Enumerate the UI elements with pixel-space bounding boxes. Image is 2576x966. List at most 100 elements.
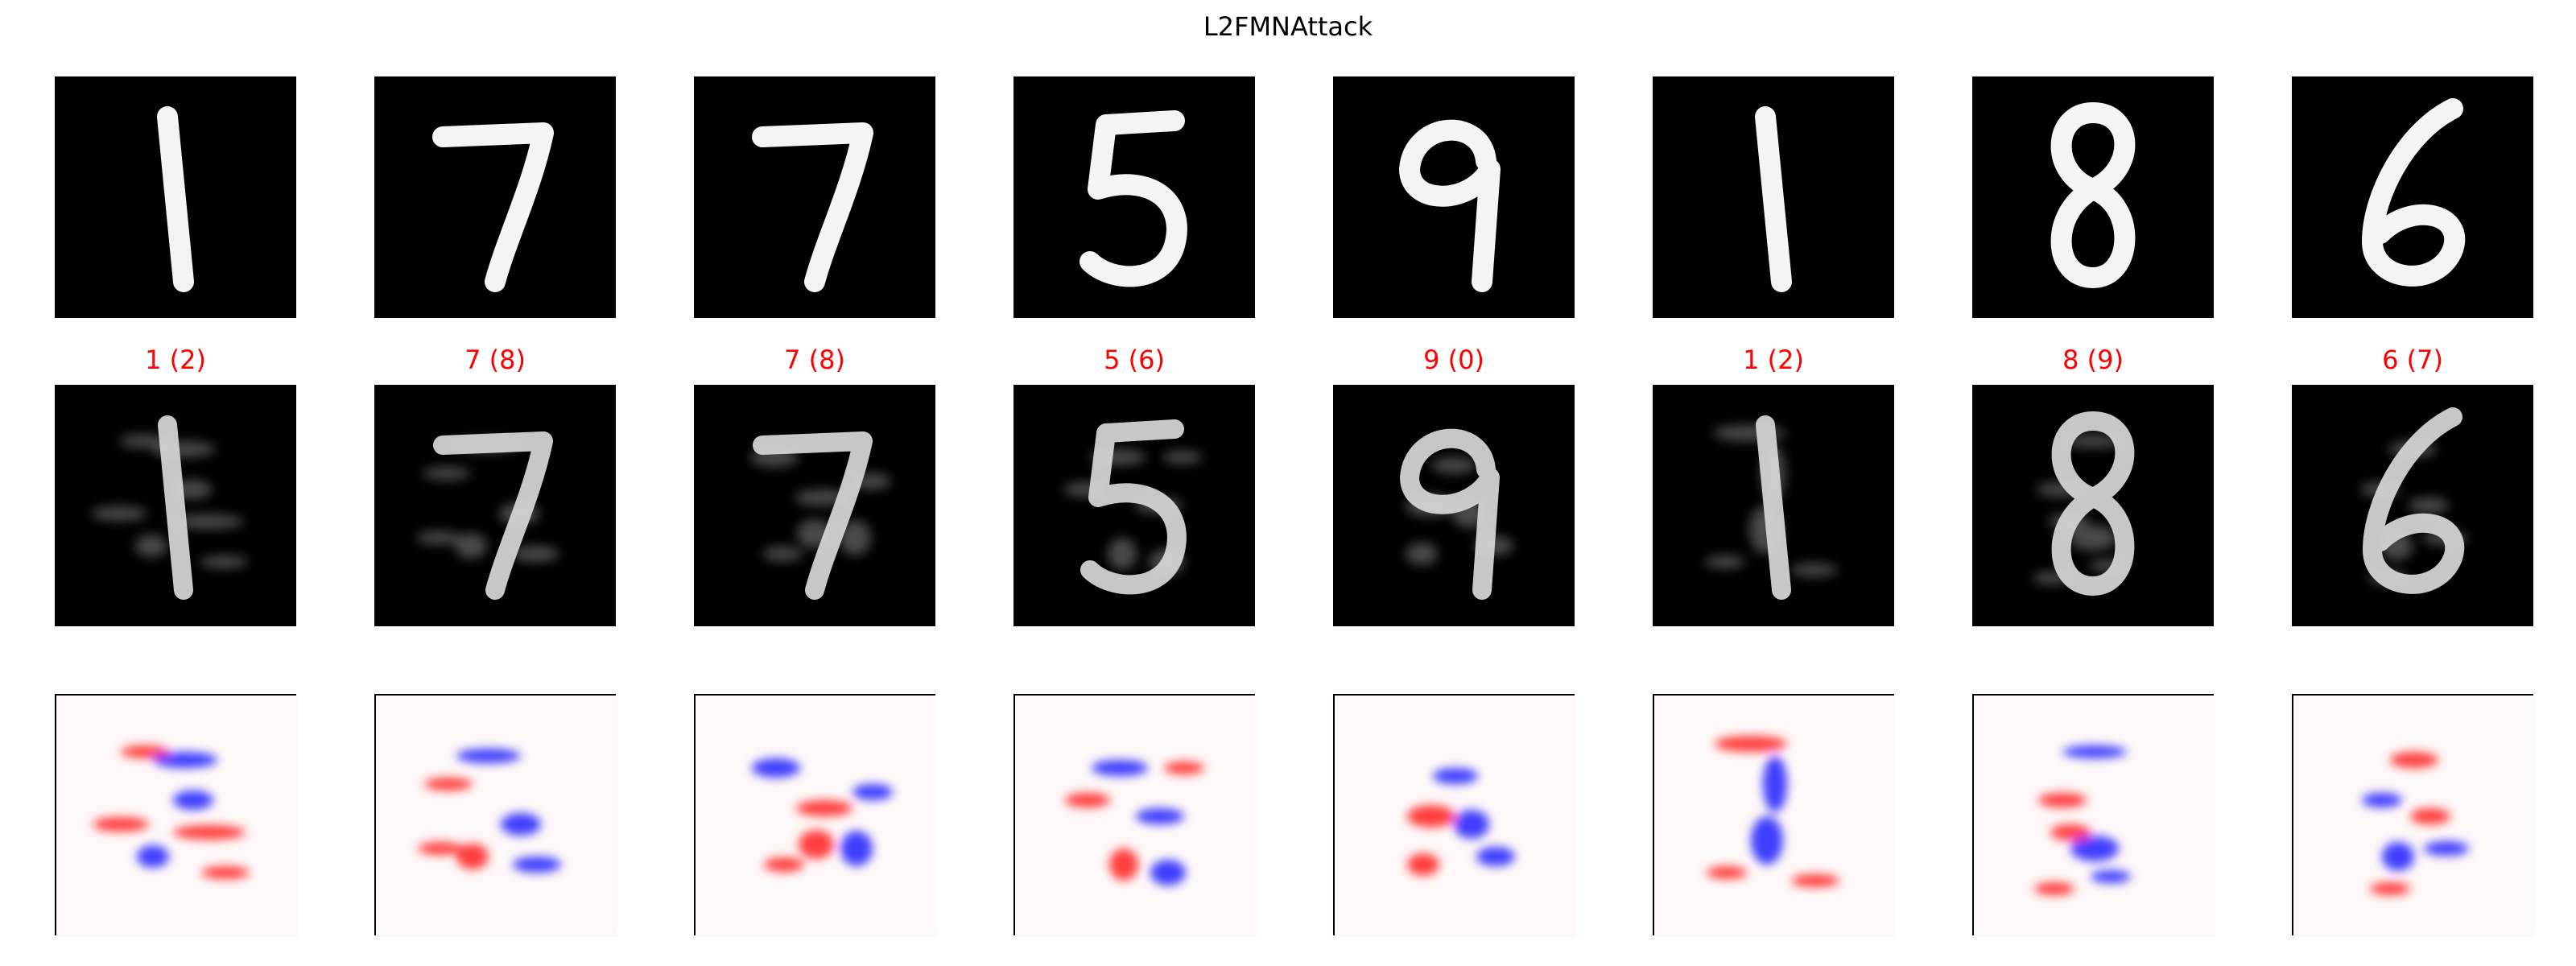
original-image — [1013, 76, 1255, 318]
positive-perturbation — [2390, 752, 2438, 768]
positive-perturbation — [424, 778, 473, 791]
positive-perturbation — [418, 842, 463, 855]
positive-perturbation — [1791, 874, 1839, 887]
positive-perturbation — [2050, 824, 2091, 840]
negative-perturbation — [1136, 808, 1184, 824]
digit-stroke — [2050, 102, 2136, 288]
negative-perturbation — [1454, 810, 1489, 839]
original-image — [374, 76, 616, 318]
positive-perturbation — [1109, 848, 1138, 881]
positive-perturbation — [121, 745, 169, 758]
negative-perturbation — [1751, 816, 1783, 865]
positive-perturbation — [1065, 793, 1110, 807]
figure-title: L2FMNAttack — [1203, 11, 1373, 42]
negative-perturbation — [1476, 847, 1515, 866]
positive-perturbation — [1164, 762, 1204, 774]
prediction-label: 7 (8) — [464, 345, 526, 375]
adversarial-image — [1333, 385, 1575, 626]
noise-blob — [511, 546, 559, 562]
positive-perturbation — [1715, 736, 1787, 752]
negative-perturbation — [513, 857, 561, 873]
negative-perturbation — [1092, 760, 1148, 776]
positive-perturbation — [2034, 882, 2074, 895]
negative-perturbation — [2070, 836, 2119, 861]
noise-blob — [455, 533, 487, 559]
adversarial-image — [55, 385, 296, 626]
noise-blob — [839, 520, 871, 555]
positive-perturbation — [2370, 882, 2410, 895]
prediction-label: 6 (7) — [2382, 345, 2443, 375]
negative-perturbation — [2091, 870, 2131, 883]
adversarial-image — [374, 385, 616, 626]
negative-perturbation — [456, 749, 521, 763]
positive-perturbation — [1407, 853, 1439, 876]
prediction-label: 1 (2) — [145, 345, 206, 375]
positive-perturbation — [1707, 866, 1747, 879]
original-image — [694, 76, 935, 318]
negative-perturbation — [2062, 745, 2127, 758]
prediction-label: 1 (2) — [1743, 345, 1804, 375]
positive-perturbation — [796, 800, 852, 816]
positive-perturbation — [799, 830, 834, 859]
noise-blob — [416, 531, 461, 544]
digit-stroke — [1756, 415, 1791, 600]
original-image — [1653, 76, 1894, 318]
prediction-label: 5 (6) — [1104, 345, 1165, 375]
positive-perturbation — [173, 825, 246, 840]
original-image — [55, 76, 296, 318]
noise-blob — [1162, 451, 1203, 464]
noise-blob — [1705, 555, 1745, 568]
negative-perturbation — [840, 831, 873, 866]
prediction-label: 8 (9) — [2062, 345, 2124, 375]
original-image — [1972, 76, 2214, 318]
positive-perturbation — [93, 817, 149, 832]
negative-perturbation — [1150, 860, 1186, 886]
positive-perturbation — [201, 866, 250, 879]
digit-stroke — [1755, 106, 1792, 292]
prediction-label: 7 (8) — [784, 345, 845, 375]
negative-perturbation — [2382, 842, 2414, 871]
noise-blob — [2061, 435, 2125, 448]
digit-stroke — [2051, 411, 2135, 596]
negative-perturbation — [752, 758, 800, 778]
perturbation-map — [694, 694, 937, 937]
negative-perturbation — [852, 784, 893, 800]
digit-stroke — [1080, 110, 1187, 287]
digit-stroke — [433, 431, 553, 600]
digit-stroke — [1400, 428, 1500, 600]
adversarial-image — [2292, 385, 2533, 626]
negative-perturbation — [1433, 768, 1478, 784]
noise-blob — [119, 435, 167, 448]
adversarial-image — [694, 385, 935, 626]
digit-stroke — [753, 431, 873, 600]
negative-perturbation — [173, 791, 213, 810]
digit-stroke — [158, 415, 193, 600]
original-image — [1333, 76, 1575, 318]
adversarial-image — [1972, 385, 2214, 626]
noise-blob — [762, 547, 803, 561]
digit-stroke — [2363, 407, 2465, 594]
perturbation-map — [2292, 694, 2535, 937]
original-image — [2292, 76, 2533, 318]
digit-stroke — [1399, 119, 1501, 292]
noise-blob — [1406, 543, 1438, 565]
noise-blob — [1108, 538, 1137, 570]
positive-perturbation — [764, 857, 804, 872]
perturbation-map — [374, 694, 617, 937]
digit-stroke — [432, 122, 554, 292]
digit-stroke — [1080, 419, 1187, 595]
perturbation-map — [1972, 694, 2215, 937]
noise-blob — [1431, 457, 1476, 473]
digit-stroke — [157, 106, 194, 292]
noise-blob — [200, 555, 248, 568]
perturbation-map — [1653, 694, 1896, 937]
noise-blob — [2409, 497, 2449, 514]
negative-perturbation — [153, 752, 217, 768]
perturbation-map — [55, 694, 298, 937]
negative-perturbation — [2362, 793, 2402, 807]
noise-blob — [1790, 564, 1838, 576]
positive-perturbation — [456, 844, 489, 869]
positive-perturbation — [2038, 793, 2087, 807]
noise-blob — [91, 506, 147, 521]
negative-perturbation — [137, 845, 169, 868]
